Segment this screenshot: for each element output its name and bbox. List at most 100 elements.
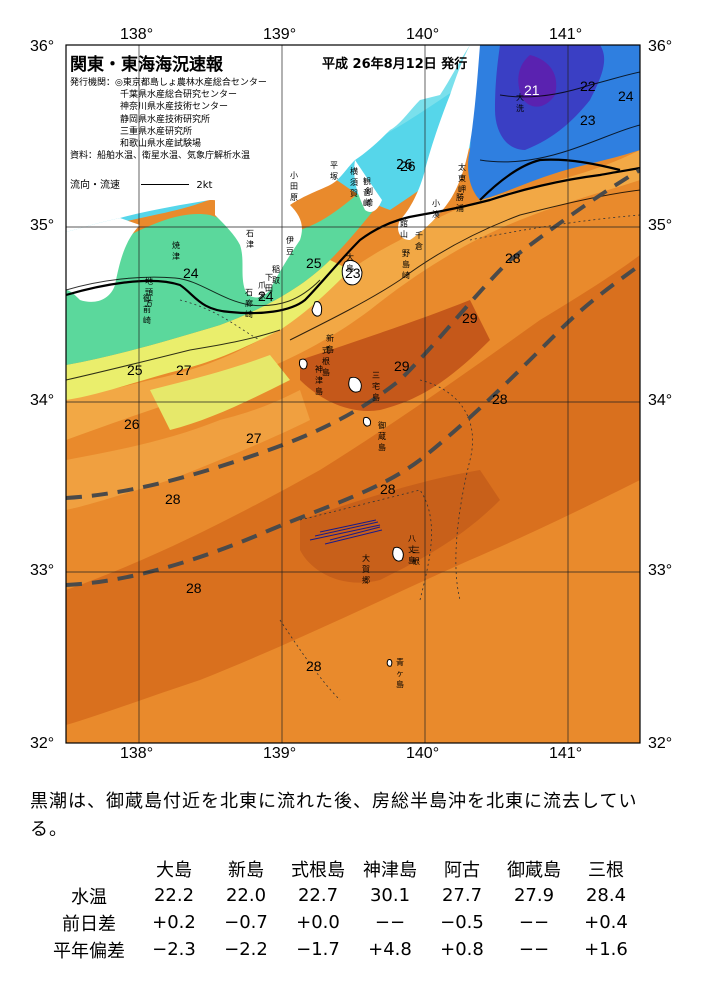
sea-light-orange-2: [66, 390, 310, 510]
flow-arrows: [309, 519, 383, 545]
iso-label-25a: 25: [306, 255, 322, 271]
institution-6: 和歌山県水産試験場: [120, 139, 202, 150]
lat-label-right-36: 36°: [648, 38, 673, 55]
place-yaizu: 焼津: [172, 241, 180, 261]
iso-label-24a: 24: [183, 265, 199, 281]
place-chikura: 千倉: [415, 231, 423, 251]
kuroshio-south-edge: [66, 263, 640, 587]
place-niijima: 新島: [326, 334, 334, 354]
island-toshima: [311, 301, 323, 317]
lon-label-bottom-138: 138°: [120, 745, 154, 762]
table-cell: 22.0: [225, 885, 267, 906]
place-taitozaki: 太東岬: [458, 163, 466, 194]
place-yokosuka: 横須賀: [350, 167, 358, 198]
kuroshio-north-edge: [66, 168, 640, 500]
table-header-shikinejima: 式根島: [291, 859, 345, 881]
place-tsumeki: 爪木: [258, 281, 266, 301]
lon-label-bottom-139: 139°: [263, 745, 297, 762]
lat-label-right-33: 33°: [648, 562, 673, 579]
institutions-block: 発行機関：◎東京都島しょ農林水産総合センター 千葉県水産総合研究センター 神奈川…: [70, 77, 267, 162]
place-ishizu: 石津: [246, 229, 254, 249]
table-cell: +0.0: [296, 912, 340, 933]
place-shikinejima: 式根島: [322, 346, 330, 377]
land-miura: [354, 160, 382, 212]
lat-label-left-32: 32°: [30, 735, 55, 752]
sea-coldest: [518, 55, 557, 107]
place-mitsune: 三根: [412, 546, 420, 566]
row-label: 平年偏差: [53, 940, 125, 962]
iso-label-29a: 29: [462, 310, 478, 326]
table-header-blank: [40, 855, 138, 882]
isotherm-thick-2: [479, 158, 621, 201]
table-cell: −0.7: [224, 912, 268, 933]
sea-hot-spot: [300, 300, 490, 411]
place-odawara: 小田原: [290, 171, 298, 202]
land-honshu: [66, 45, 470, 232]
institution-2: 千葉県水産総合研究センター: [120, 90, 238, 101]
place-hachijojima: 八丈島: [408, 534, 416, 565]
lat-label-right-34: 34°: [648, 392, 673, 409]
iso-label-23: 23: [580, 112, 596, 128]
place-tateyama: 館山: [400, 219, 408, 239]
place-kozushima: 神津島: [315, 365, 323, 396]
table-cell: −−: [518, 912, 550, 933]
data-sources: 資料：船舶水温、衛星水温、気象庁解析水温: [70, 151, 251, 162]
table-row: 前日差 +0.2 −0.7 +0.0 −− −0.5 −− +0.4: [40, 909, 642, 936]
row-label: 前日差: [62, 913, 116, 935]
row-label: 水温: [71, 886, 107, 908]
table-cell: +0.4: [584, 912, 628, 933]
iso-label-21: 21: [524, 82, 540, 98]
island-aogashima: [386, 659, 393, 667]
table-cell: +0.2: [152, 912, 196, 933]
iso-label-28a: 28: [505, 250, 521, 266]
land-shizuoka: [66, 218, 140, 302]
place-irozaki: 石廊崎: [245, 288, 253, 319]
table-cell: +4.8: [368, 939, 412, 960]
iso-label-27a: 27: [176, 362, 192, 378]
lon-label-top-141: 141°: [549, 26, 583, 43]
table-row: 水温 22.2 22.0 22.7 30.1 27.7 27.9 28.4: [40, 882, 642, 909]
iso-label-29b: 29: [394, 358, 410, 374]
place-aogashima: 青ヶ島: [396, 658, 404, 689]
isotherm-contours: [66, 71, 640, 381]
table-cell: 27.7: [441, 885, 483, 906]
issue-date: 平成 26年8月12日 発行: [322, 57, 468, 72]
isotherm-thick: [66, 166, 640, 315]
place-omaezaki: 御前崎: [143, 294, 151, 325]
sea-green: [66, 175, 400, 365]
table-cell: 28.4: [585, 885, 627, 906]
place-katsuura: 勝浦: [456, 193, 464, 213]
island-mikura: [363, 417, 371, 427]
iso-label-28b: 28: [492, 391, 508, 407]
flow-legend-label: 流向・流速: [70, 180, 120, 191]
place-okago: 大賀郷: [362, 554, 370, 585]
lat-label-right-32: 32°: [648, 735, 673, 752]
sea-yellow: [66, 260, 350, 400]
place-tsurugisaki: 剣崎: [365, 187, 373, 207]
table-cell: −−: [518, 939, 550, 960]
flow-legend: 流向・流速 2kt: [70, 176, 212, 191]
iso-label-22: 22: [580, 78, 596, 94]
depth-contours: [179, 214, 640, 701]
place-oshima: 大島: [346, 253, 354, 273]
map-frame: [65, 44, 641, 744]
observation-table: 大島 新島 式根島 神津島 阿古 御蔵島 三根 水温 22.2 22.0 22.…: [40, 855, 642, 963]
table-cell: −0.5: [440, 912, 484, 933]
lon-label-top-139: 139°: [263, 26, 297, 43]
institution-4: 静岡県水産技術研究所: [120, 114, 211, 125]
table-cell: −2.2: [224, 939, 268, 960]
sea-band-dark: [66, 255, 640, 725]
institution-5: 三重県水産研究所: [120, 126, 193, 137]
place-miyakejima: 三宅島: [372, 371, 380, 402]
flow-legend-scale: 2kt: [196, 180, 213, 191]
table-header-kozushima: 神津島: [363, 859, 417, 881]
place-kominato: 小湊: [432, 199, 440, 219]
table-cell: −−: [374, 912, 406, 933]
table-cell: 22.2: [153, 885, 195, 906]
caption-text: 黒潮は、御蔵島付近を北東に流れた後、房総半島沖を北東に流去している。: [30, 791, 638, 840]
land-boso-peninsula: [398, 45, 480, 240]
iso-label-25b: 25: [127, 362, 143, 378]
island-oshima: [341, 259, 363, 286]
place-shimoda: 下田: [265, 273, 273, 293]
table-header-oshima: 大島: [156, 859, 192, 881]
